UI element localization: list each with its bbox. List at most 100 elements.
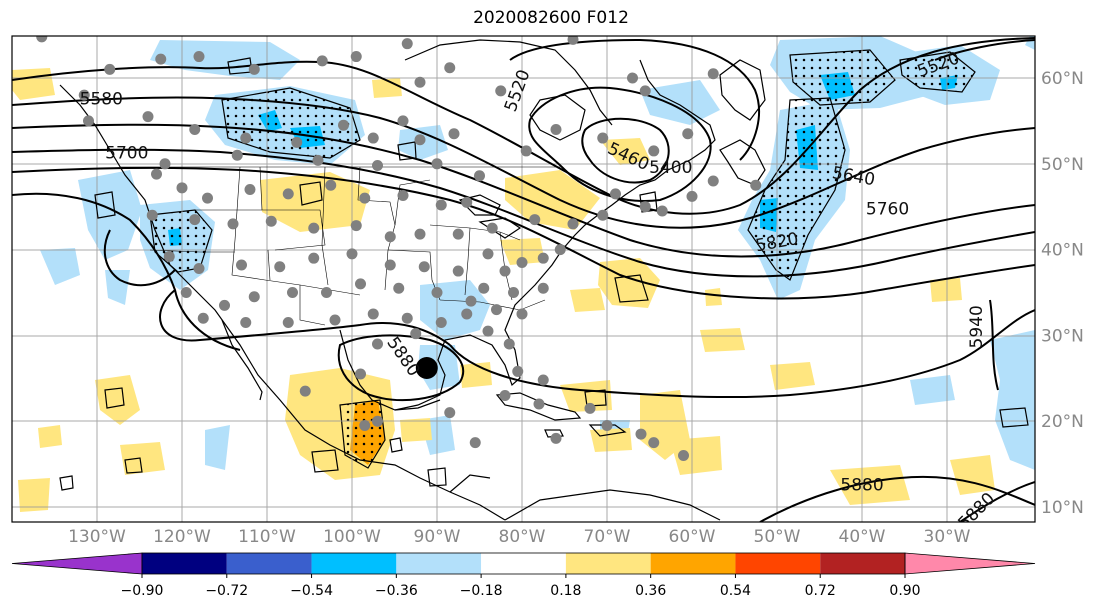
state-borders bbox=[120, 166, 560, 326]
station-marker bbox=[240, 132, 252, 144]
station-marker bbox=[533, 398, 545, 410]
station-marker bbox=[299, 385, 311, 397]
station-marker bbox=[481, 36, 486, 37]
colorbar-tick-label: −0.72 bbox=[205, 583, 248, 599]
station-marker bbox=[248, 291, 260, 303]
station-marker bbox=[465, 295, 477, 307]
station-marker bbox=[452, 228, 464, 240]
station-marker bbox=[520, 145, 532, 157]
station-marker bbox=[180, 287, 192, 298]
station-marker bbox=[678, 450, 689, 462]
station-marker bbox=[648, 145, 660, 157]
station-marker bbox=[567, 218, 579, 230]
station-marker bbox=[410, 328, 422, 340]
station-marker bbox=[104, 63, 116, 75]
station-marker bbox=[656, 205, 668, 217]
station-marker bbox=[512, 365, 524, 377]
contour-label: 5760 bbox=[866, 199, 909, 219]
latitude-label: 50°N bbox=[1041, 155, 1084, 175]
latitude-label: 10°N bbox=[1041, 498, 1084, 518]
station-marker bbox=[503, 338, 515, 350]
colorbar-segment bbox=[396, 553, 482, 574]
station-marker bbox=[478, 282, 490, 294]
station-marker bbox=[163, 250, 175, 262]
map-title: 2020082600 F012 bbox=[473, 8, 629, 28]
station-marker bbox=[567, 36, 579, 45]
station-marker bbox=[227, 218, 239, 230]
station-marker bbox=[372, 338, 383, 350]
station-marker bbox=[248, 63, 260, 75]
station-marker bbox=[707, 175, 719, 187]
station-marker bbox=[482, 325, 494, 337]
coastlines bbox=[59, 39, 766, 521]
station-marker bbox=[537, 374, 549, 386]
station-marker bbox=[610, 188, 621, 200]
station-marker bbox=[244, 184, 256, 196]
longitude-label: 120°W bbox=[153, 527, 211, 547]
station-marker bbox=[155, 53, 167, 65]
station-marker bbox=[397, 115, 409, 127]
station-marker bbox=[393, 282, 405, 294]
station-marker bbox=[639, 201, 651, 213]
colorbar-tick-label: 0.36 bbox=[635, 583, 666, 599]
contour-label: 5400 bbox=[649, 158, 692, 178]
station-marker bbox=[444, 62, 456, 74]
anomaly-contour-outlines bbox=[59, 57, 1029, 491]
longitude-label: 70°W bbox=[584, 527, 631, 547]
station-marker bbox=[682, 128, 694, 140]
station-marker bbox=[550, 123, 562, 135]
station-marker bbox=[750, 179, 762, 191]
height-contours bbox=[12, 37, 1035, 522]
station-marker bbox=[142, 111, 154, 123]
station-marker bbox=[355, 368, 366, 380]
contour-label: 5700 bbox=[105, 144, 148, 164]
station-marker bbox=[231, 149, 243, 161]
station-marker bbox=[350, 220, 362, 232]
station-marker bbox=[401, 38, 413, 50]
station-marker bbox=[537, 282, 549, 294]
station-marker bbox=[265, 215, 277, 227]
station-marker bbox=[397, 190, 409, 202]
station-marker bbox=[639, 85, 651, 97]
station-marker bbox=[83, 115, 94, 127]
station-marker bbox=[312, 154, 324, 166]
hurricane-center-marker bbox=[415, 357, 438, 380]
station-marker bbox=[431, 287, 443, 298]
station-marker bbox=[350, 51, 362, 63]
station-marker bbox=[597, 209, 609, 221]
colorbar-tick-label: 0.72 bbox=[805, 583, 836, 599]
station-marker bbox=[686, 190, 698, 202]
station-marker bbox=[176, 182, 188, 194]
station-marker bbox=[444, 407, 456, 419]
station-marker bbox=[325, 179, 337, 191]
positive-anomaly-shading bbox=[12, 68, 995, 512]
colorbar-segment bbox=[311, 553, 397, 574]
longitude-label: 110°W bbox=[238, 527, 296, 547]
colorbar-tick-label: 0.18 bbox=[550, 583, 581, 599]
colorbar-segment bbox=[481, 553, 566, 574]
station-marker bbox=[414, 76, 426, 88]
station-marker bbox=[193, 262, 205, 274]
station-marker bbox=[189, 123, 201, 135]
station-marker bbox=[151, 168, 162, 180]
colorbar-tick-label: −0.90 bbox=[121, 583, 164, 599]
station-marker bbox=[516, 308, 528, 320]
longitude-label: 100°W bbox=[323, 527, 381, 547]
longitude-label: 40°W bbox=[839, 527, 886, 547]
station-marker bbox=[291, 136, 303, 148]
contour-label: 5880 bbox=[840, 476, 883, 496]
colorbar-segment bbox=[142, 553, 227, 574]
station-marker bbox=[78, 89, 90, 101]
station-marker bbox=[418, 261, 430, 273]
station-marker bbox=[601, 419, 613, 431]
station-marker bbox=[414, 134, 426, 146]
significance-stippling bbox=[149, 49, 976, 469]
station-marker bbox=[367, 308, 379, 320]
station-marker bbox=[197, 312, 209, 324]
station-marker bbox=[384, 231, 396, 243]
latitude-label: 30°N bbox=[1041, 326, 1084, 346]
station-marker bbox=[384, 259, 396, 271]
station-marker bbox=[193, 51, 205, 63]
station-marker bbox=[435, 199, 447, 211]
